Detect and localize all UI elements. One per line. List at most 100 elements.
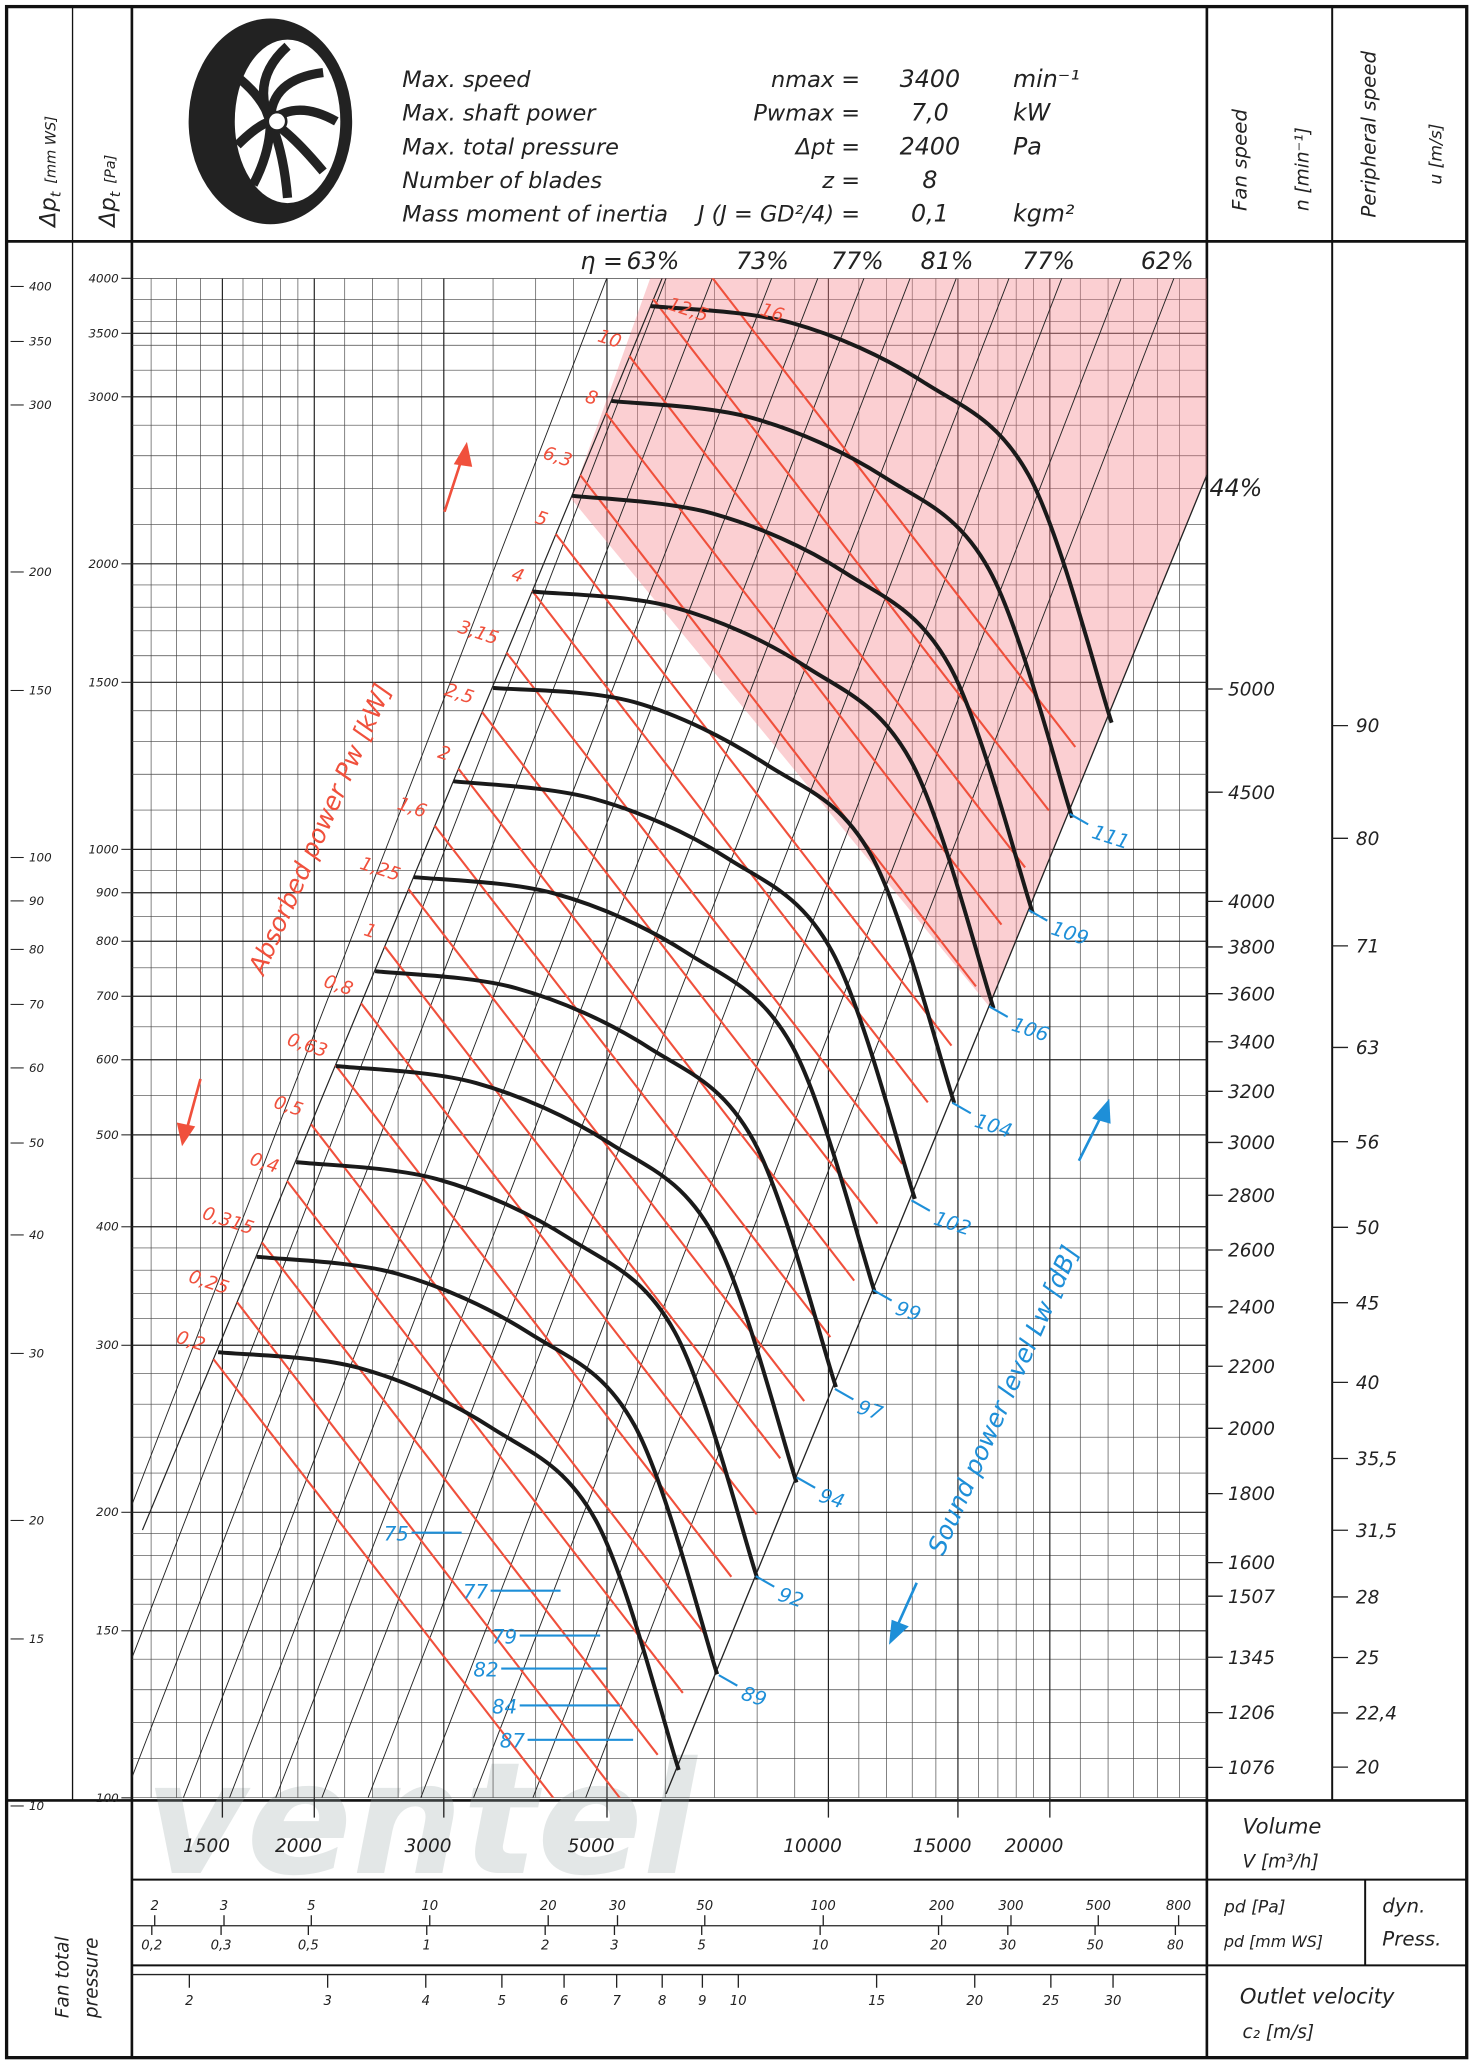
pd-mmws-tick-label: 2 bbox=[541, 1938, 549, 1953]
y-axis-title: Δpt [Pa] bbox=[95, 155, 124, 229]
fan-speed-tick-label: 5000 bbox=[1228, 680, 1275, 701]
c2-tick-label: 2 bbox=[185, 1994, 193, 2009]
x-tick-label: 2000 bbox=[275, 1836, 322, 1857]
power-line bbox=[628, 355, 1026, 869]
speed-curve bbox=[492, 685, 957, 1104]
efficiency-label: 81% bbox=[921, 247, 974, 275]
c2-tick-label: 30 bbox=[1105, 1994, 1122, 2009]
y-unit: [Pa] bbox=[103, 155, 119, 184]
speed-curve bbox=[611, 398, 1075, 819]
fan-speed-tick-label: 2800 bbox=[1228, 1186, 1275, 1207]
spec-unit: Pa bbox=[1013, 132, 1042, 160]
y2-tick-label: 20 bbox=[29, 1513, 44, 1527]
pd-mmws-tick-label: 3 bbox=[610, 1938, 618, 1953]
spec-symbol: nmax = bbox=[771, 67, 860, 93]
sound-leader bbox=[1028, 909, 1048, 922]
speed-curve bbox=[413, 875, 878, 1295]
y2-tick-label: 100 bbox=[29, 850, 52, 864]
power-line bbox=[605, 412, 1003, 926]
x-tick-label: 10000 bbox=[783, 1836, 842, 1857]
peripheral-speed-title: Peripheral speed bbox=[1358, 51, 1381, 218]
power-line bbox=[711, 278, 1077, 748]
fan-speed-tick-label: 2200 bbox=[1228, 1357, 1275, 1378]
power-line bbox=[505, 652, 904, 1165]
pd-mmws-tick-label: 10 bbox=[812, 1938, 829, 1953]
y-tick-label: 1500 bbox=[89, 675, 119, 689]
sound-leader bbox=[988, 1005, 1009, 1018]
c2-tick-label: 6 bbox=[560, 1994, 568, 2009]
efficiency-label: 62% bbox=[1141, 247, 1194, 275]
spec-label: Mass moment of inertia bbox=[402, 202, 668, 228]
limit-region bbox=[571, 278, 1207, 1007]
peripheral-speed-tick-label: 63 bbox=[1356, 1038, 1379, 1059]
fan-speed-tick-label: 3600 bbox=[1228, 984, 1275, 1005]
system-line bbox=[420, 278, 1010, 1798]
c2-tick-label: 4 bbox=[422, 1994, 430, 2009]
c2-tick-label: 10 bbox=[730, 1994, 747, 2009]
peripheral-speed-tick-label: 50 bbox=[1356, 1218, 1379, 1239]
y-tick-label: 200 bbox=[96, 1505, 119, 1519]
peripheral-speed-tick-label: 71 bbox=[1356, 936, 1379, 957]
x-axis-title: Volume bbox=[1242, 1813, 1321, 1838]
y-tick-label: 1000 bbox=[89, 842, 119, 856]
efficiency-label: 77% bbox=[831, 247, 884, 275]
y2-tick-label: 150 bbox=[29, 683, 52, 697]
fan-speed-tick-label: 3400 bbox=[1228, 1032, 1275, 1053]
speed-curve bbox=[295, 1160, 760, 1580]
y2-tick-label: 200 bbox=[29, 565, 52, 579]
pd-mmws-label: pd [mm WS] bbox=[1223, 1932, 1323, 1951]
c2-tick-label: 5 bbox=[498, 1994, 506, 2009]
fan-speed-tick-label: 3200 bbox=[1228, 1082, 1275, 1103]
spec-value: 8 bbox=[922, 166, 937, 194]
spec-unit: kW bbox=[1013, 99, 1052, 127]
efficiency-label: 73% bbox=[736, 247, 789, 275]
power-line bbox=[310, 1123, 708, 1637]
y-tick-label: 3000 bbox=[89, 390, 119, 404]
y2-tick-label: 80 bbox=[29, 942, 44, 956]
speed-curve bbox=[571, 493, 1035, 914]
y2-tick-label: 15 bbox=[29, 1632, 44, 1646]
spec-value: 7,0 bbox=[911, 99, 949, 127]
sound-level-label: 75 bbox=[384, 1523, 409, 1546]
y-tick-label: 3500 bbox=[89, 326, 119, 340]
pd-mmws-tick-label: 5 bbox=[698, 1938, 706, 1953]
peripheral-speed-tick-label: 90 bbox=[1356, 716, 1379, 737]
y-tick-label: 800 bbox=[96, 934, 119, 948]
spec-value: 0,1 bbox=[911, 200, 949, 228]
pd-pa-tick-label: 800 bbox=[1166, 1899, 1191, 1914]
peripheral-speed-tick-label: 56 bbox=[1356, 1132, 1379, 1153]
efficiency-limit: 44% bbox=[1210, 474, 1263, 502]
c2-tick-label: 15 bbox=[868, 1994, 885, 2009]
speed-curve bbox=[335, 1064, 799, 1484]
peripheral-speed-tick-label: 40 bbox=[1356, 1373, 1379, 1394]
pd-mmws-tick-label: 80 bbox=[1167, 1938, 1184, 1953]
spec-label: Number of blades bbox=[402, 168, 602, 194]
c2-tick-label: 25 bbox=[1042, 1994, 1059, 2009]
spec-value: 3400 bbox=[900, 65, 960, 93]
sound-leader bbox=[718, 1674, 738, 1687]
sound-leader bbox=[834, 1388, 854, 1401]
y-sub: t bbox=[108, 190, 124, 197]
system-line bbox=[585, 278, 1175, 1798]
fan-speed-tick-label: 1507 bbox=[1228, 1587, 1275, 1608]
outlet-velocity-label: Outlet velocity bbox=[1240, 1984, 1395, 2009]
dyn-press-label: dyn. bbox=[1382, 1895, 1425, 1918]
pd-pa-tick-label: 30 bbox=[609, 1899, 626, 1914]
sound-level-label: 79 bbox=[492, 1625, 517, 1648]
pd-pa-tick-label: 200 bbox=[929, 1899, 954, 1914]
pd-mmws-tick-label: 1 bbox=[423, 1938, 431, 1953]
y2-unit: [mm WS] bbox=[43, 116, 59, 184]
fan-speed-tick-label: 4500 bbox=[1228, 783, 1275, 804]
peripheral-speed-tick-label: 31,5 bbox=[1356, 1521, 1397, 1542]
y-tick-label: 4000 bbox=[89, 271, 119, 285]
pd-mmws-tick-label: 50 bbox=[1087, 1938, 1104, 1953]
pd-pa-tick-label: 2 bbox=[151, 1899, 159, 1914]
system-line bbox=[131, 278, 667, 1660]
system-line bbox=[182, 278, 773, 1798]
speed-curve bbox=[374, 969, 838, 1388]
y2-tick-label: 350 bbox=[29, 334, 52, 348]
spec-unit: kgm² bbox=[1013, 200, 1075, 228]
speed-curve bbox=[650, 304, 1114, 724]
